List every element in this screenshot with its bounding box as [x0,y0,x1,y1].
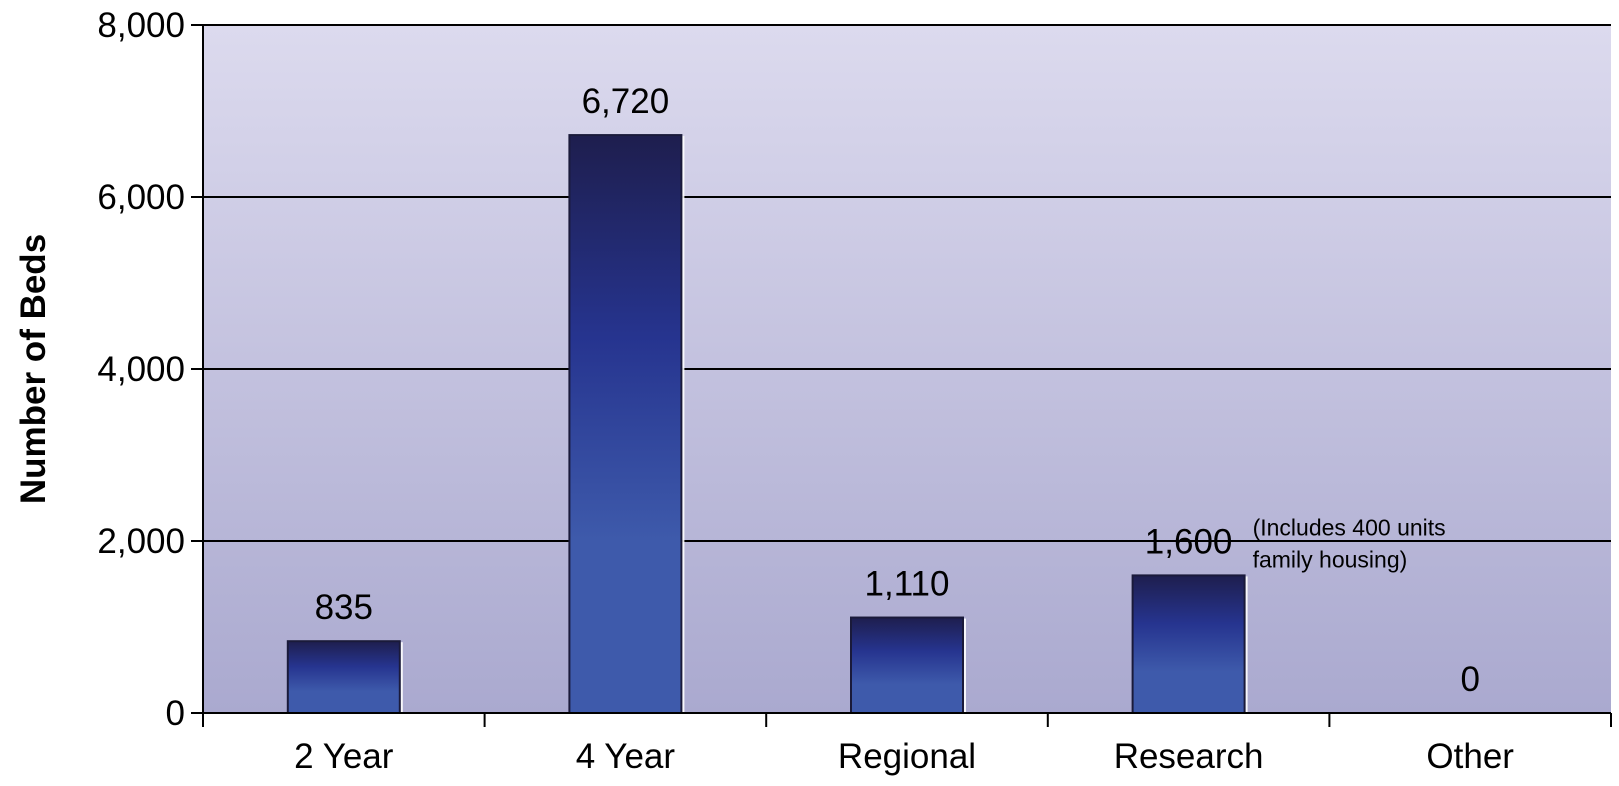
x-tick-labels: 2 Year 4 Year Regional Research Other [294,737,1514,776]
bar [568,134,683,714]
y-axis-title: Number of Beds [14,234,53,504]
annotations: (Includes 400 units family housing) [1253,514,1446,572]
bars [286,134,1248,715]
data-label: 835 [315,588,373,627]
y-tick-label: 0 [166,694,185,733]
gridlines [203,24,1611,542]
x-tick-label: Research [1114,737,1264,776]
axes [191,24,1612,727]
x-tick-label: 2 Year [294,737,394,776]
data-labels: 835 6,720 1,110 1,600 0 [315,82,1480,699]
y-tick-labels: 0 2,000 4,000 6,000 8,000 [97,6,185,733]
data-label: 1,600 [1145,522,1233,561]
y-tick-label: 6,000 [97,178,185,217]
data-label: 1,110 [865,565,950,604]
data-label: 6,720 [582,82,670,121]
x-tick-label: Regional [838,737,976,776]
bar [1131,574,1246,715]
y-tick-label: 8,000 [97,6,185,45]
bar [850,616,964,714]
x-tick-label: Other [1426,737,1514,776]
bar [286,640,401,714]
y-tick-label: 2,000 [97,522,185,561]
annotation-note: (Includes 400 units family housing) [1253,514,1446,572]
y-tick-label: 4,000 [97,350,185,389]
data-label: 0 [1460,660,1479,699]
x-tick-label: 4 Year [576,737,676,776]
